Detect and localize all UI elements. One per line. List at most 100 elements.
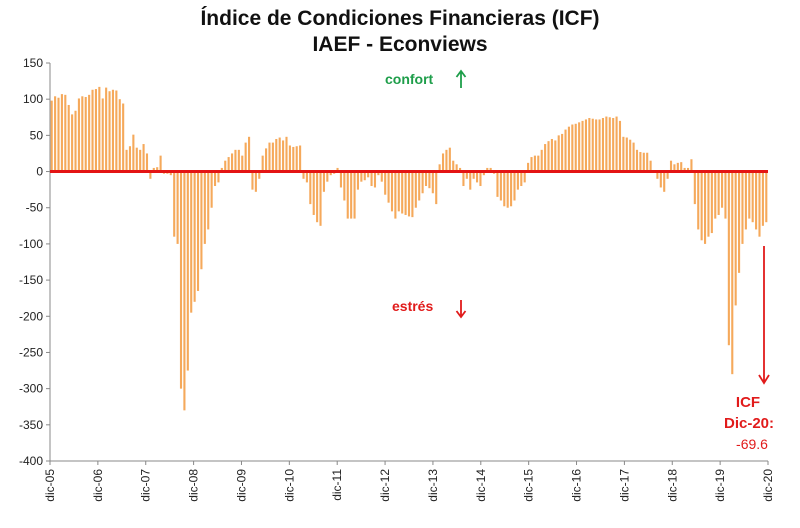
- bar: [265, 148, 268, 172]
- bar: [122, 103, 125, 172]
- bar: [231, 153, 234, 172]
- bar: [588, 118, 591, 172]
- bar: [700, 171, 703, 241]
- bar: [533, 155, 536, 172]
- bar: [758, 171, 761, 237]
- bar: [288, 145, 291, 172]
- bar: [707, 171, 710, 237]
- bar: [305, 171, 308, 183]
- bar: [642, 152, 645, 172]
- bars-group: [50, 86, 768, 411]
- bar: [669, 160, 673, 172]
- bar: [88, 94, 91, 172]
- x-tick-label: dic-17: [617, 469, 631, 502]
- bar: [635, 149, 639, 172]
- bar: [71, 114, 74, 172]
- bar: [142, 144, 145, 172]
- bar: [108, 91, 111, 172]
- bar: [710, 171, 713, 234]
- bar: [268, 142, 271, 172]
- bar: [693, 171, 696, 205]
- bar: [336, 167, 339, 172]
- bar: [81, 96, 84, 172]
- bar: [186, 171, 189, 371]
- bar: [428, 171, 431, 189]
- bar: [203, 171, 206, 244]
- bar: [74, 110, 77, 172]
- bar: [173, 171, 176, 237]
- x-tick-label: dic-14: [474, 469, 488, 502]
- bar: [632, 142, 635, 172]
- y-tick-label: -150: [19, 273, 43, 287]
- bar: [686, 167, 690, 172]
- x-tick-label: dic-18: [665, 469, 679, 502]
- bar: [213, 171, 217, 187]
- bar: [663, 171, 666, 192]
- bar: [411, 171, 414, 218]
- bar: [207, 171, 210, 230]
- bar: [550, 138, 553, 172]
- y-tick-label: -250: [19, 345, 43, 359]
- bar: [714, 171, 717, 219]
- x-tick-label: dic-20: [761, 469, 775, 502]
- bar: [465, 171, 468, 179]
- bar: [547, 141, 550, 172]
- bar: [703, 171, 707, 244]
- bar: [625, 137, 628, 172]
- bar: [503, 171, 506, 207]
- bar: [353, 171, 356, 219]
- bar: [193, 171, 196, 302]
- bar: [91, 89, 94, 172]
- bar: [629, 139, 632, 172]
- bar: [527, 162, 530, 172]
- bar: [258, 171, 261, 179]
- bar: [128, 146, 132, 172]
- chart-title: Índice de Condiciones Financieras (ICF) …: [0, 6, 800, 58]
- bar: [418, 171, 421, 201]
- bar: [649, 160, 652, 172]
- bar: [237, 149, 240, 172]
- bar: [717, 171, 720, 215]
- bar: [190, 171, 193, 313]
- bar: [479, 171, 482, 187]
- bar: [734, 171, 737, 306]
- bar: [169, 171, 172, 176]
- annotation-estres: estrés: [392, 298, 433, 314]
- bar: [731, 171, 734, 375]
- bar: [727, 171, 730, 346]
- bar: [618, 120, 622, 172]
- bar: [387, 171, 390, 203]
- bar: [98, 86, 101, 172]
- bar: [302, 171, 305, 179]
- bar: [292, 146, 295, 172]
- bar: [438, 164, 441, 172]
- y-tick-label: 150: [23, 56, 43, 70]
- bar: [299, 145, 302, 172]
- bar: [506, 171, 509, 208]
- bar: [282, 140, 285, 172]
- bar: [360, 171, 363, 182]
- bar: [748, 171, 751, 219]
- x-tick-label: dic-15: [522, 469, 536, 502]
- bar: [445, 149, 448, 172]
- bar: [520, 171, 523, 187]
- icf-label: ICF: [736, 394, 760, 411]
- chart-title-main: Índice de Condiciones Financieras (ICF): [200, 7, 600, 30]
- bar: [421, 171, 424, 194]
- bar: [125, 149, 128, 172]
- bar: [530, 157, 533, 172]
- bar: [183, 171, 186, 411]
- bar: [275, 138, 278, 172]
- bar: [690, 159, 693, 172]
- x-tick-label: dic-08: [187, 469, 201, 502]
- bar: [615, 116, 618, 172]
- bar: [101, 98, 104, 172]
- bar: [179, 171, 183, 389]
- bar: [537, 155, 540, 172]
- bar: [571, 124, 574, 172]
- x-tick-label: dic-16: [570, 469, 584, 502]
- bar: [278, 137, 281, 172]
- bar: [224, 160, 227, 172]
- bar: [139, 149, 142, 172]
- bar: [744, 171, 747, 230]
